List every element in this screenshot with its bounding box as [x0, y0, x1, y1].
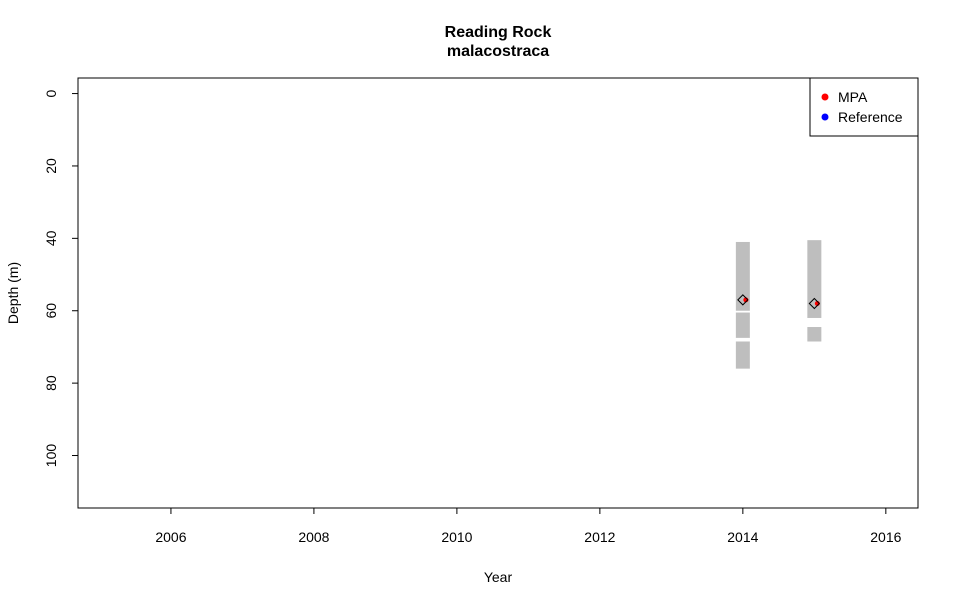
legend-box [809, 77, 919, 137]
legend-label: Reference [838, 109, 903, 125]
x-tick-label: 2014 [727, 529, 758, 545]
depth-range-bar [735, 341, 750, 369]
mean-diamond-marker [737, 294, 749, 306]
mean-diamond-marker [808, 297, 821, 310]
y-tick-label: 100 [43, 444, 59, 468]
depth-range-bar [735, 312, 750, 338]
x-tick-label: 2010 [441, 529, 472, 545]
plot-area: 2006 2008 2010 2012 2014 2016 0 20 40 60 80 100 MPA R… [43, 77, 919, 545]
x-tick-label: 2006 [155, 529, 186, 545]
chart-subtitle: malacostraca [447, 43, 549, 60]
x-tick-label: 2008 [298, 529, 329, 545]
x-tick-label: 2012 [584, 529, 615, 545]
y-tick-label: 60 [43, 303, 59, 319]
legend-marker [821, 113, 829, 121]
legend-marker [821, 93, 829, 101]
plot-frame [77, 77, 919, 509]
y-tick-label: 0 [43, 89, 59, 97]
depth-range-bar [807, 327, 822, 342]
y-axis-label: Depth (m) [5, 262, 21, 324]
depth-range-bar [735, 241, 750, 311]
x-tick-label: 2016 [870, 529, 901, 545]
legend-label: MPA [838, 89, 868, 105]
x-axis-label: Year [484, 569, 513, 585]
y-tick-label: 20 [43, 158, 59, 174]
chart-title: Reading Rock [445, 24, 552, 41]
depth-range-bar [807, 240, 822, 318]
y-tick-label: 80 [43, 375, 59, 391]
y-tick-label: 40 [43, 230, 59, 246]
